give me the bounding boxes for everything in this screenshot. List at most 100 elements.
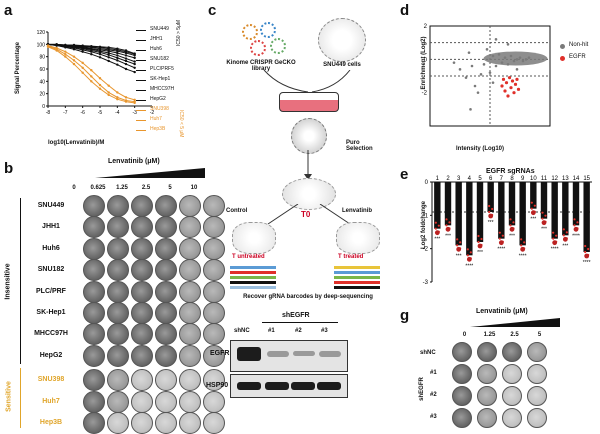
culture-well	[83, 302, 105, 324]
culture-well	[155, 216, 177, 239]
nonhit-point	[494, 38, 498, 41]
egfr-point	[500, 84, 504, 88]
significance-stars: ***	[488, 220, 494, 226]
t-untreated-label: T untreated	[232, 254, 265, 260]
panel-d-chart: -20201234	[422, 24, 551, 127]
culture-well	[179, 323, 201, 346]
mean-point	[456, 246, 462, 252]
dose-label: 5	[537, 332, 542, 338]
egfr-point	[515, 77, 519, 81]
nonhit-point	[503, 56, 507, 59]
data-point	[72, 48, 76, 51]
significance-stars: ***	[530, 217, 536, 223]
replicate-point	[584, 244, 587, 248]
cell-line-label: Huh7	[42, 397, 60, 405]
culture-well	[131, 237, 153, 260]
data-point	[64, 55, 67, 58]
replicate-point	[509, 224, 512, 227]
sgrna-bar	[455, 182, 462, 246]
culture-well	[477, 386, 497, 406]
data-point	[55, 44, 58, 47]
replicate-point	[477, 240, 480, 244]
panel-d-ytick: 0	[424, 57, 428, 63]
nonhit-point	[512, 59, 516, 63]
replicate-point	[555, 234, 558, 237]
culture-well	[502, 342, 522, 362]
mean-point	[498, 240, 504, 246]
legend-label: Hep3B	[150, 126, 166, 132]
egfr-point	[512, 91, 516, 95]
data-point	[81, 48, 84, 52]
lane-2: #2	[295, 328, 302, 334]
panel-a-xtick: -3	[132, 110, 137, 116]
replicate-point	[445, 218, 448, 221]
dose-label: 0	[72, 185, 76, 191]
sgrna-label: 14	[573, 176, 580, 182]
sensitive-bracket	[20, 368, 21, 428]
culture-well	[477, 408, 497, 428]
shegfr-line	[262, 322, 338, 323]
culture-well	[527, 408, 547, 428]
culture-well	[83, 195, 105, 217]
significance-stars: ***	[434, 237, 440, 243]
nonhit-point	[469, 108, 472, 111]
culture-well	[155, 369, 177, 392]
dose-label: 0.625	[90, 185, 106, 191]
dose-label: 5	[168, 185, 172, 191]
nonhit-point	[470, 64, 474, 68]
culture-well	[452, 386, 472, 406]
data-point	[124, 67, 128, 71]
hsp90-label: HSP90	[206, 382, 229, 389]
panel-b-title: Lenvatinib (μM)	[108, 158, 160, 165]
recover-label: Recover gRNA barcodes by deep-sequencing	[243, 294, 373, 300]
dose-label: 1.25	[116, 185, 128, 191]
data-point	[64, 53, 67, 56]
sgrna-bar	[530, 182, 537, 209]
legend-swatch	[136, 90, 146, 91]
culture-well	[155, 237, 177, 260]
culture-well	[155, 412, 177, 434]
data-point	[133, 66, 136, 69]
egfr-point	[507, 76, 512, 80]
culture-well	[131, 323, 153, 346]
sgrna-bar	[572, 182, 580, 226]
data-point	[46, 45, 50, 48]
panel-d-xlabel: Intensity (Log10)	[456, 146, 505, 152]
data-point	[98, 56, 102, 59]
data-point	[133, 60, 136, 63]
panel-a-ylabel: Signal Percentage	[15, 41, 21, 95]
panel-a-xtick: -8	[46, 110, 51, 116]
data-point	[116, 63, 119, 66]
cell-line-label: HepG2	[39, 351, 63, 359]
legend-nonhit-label: Non-hit	[569, 42, 589, 48]
culture-well	[179, 237, 201, 260]
mean-point	[509, 226, 515, 232]
panel-e-ytick: -3	[423, 280, 429, 286]
replicate-point	[488, 210, 491, 214]
data-point	[107, 53, 110, 57]
replicate-point	[434, 227, 437, 230]
replicate-point	[434, 221, 437, 224]
culture-well	[107, 369, 129, 392]
culture-well	[131, 259, 153, 282]
culture-well	[131, 280, 153, 303]
nonhit-point	[491, 54, 495, 58]
mean-point	[488, 213, 494, 219]
culture-well	[131, 390, 153, 413]
sgrna-label: 1	[436, 176, 440, 182]
data-point	[81, 61, 84, 65]
barcodes-untreated	[230, 266, 276, 289]
sgrna-label: 8	[510, 176, 514, 182]
data-point	[116, 56, 119, 60]
panel-a-ytick: 40	[39, 79, 45, 85]
panel-g-shegfr: shEGFR	[419, 377, 425, 401]
data-point	[124, 59, 128, 63]
egfr-label: EGFR	[210, 350, 230, 357]
panel-a-xtick: -4	[115, 110, 120, 116]
culture-well	[179, 195, 201, 217]
legend-swatch	[136, 40, 146, 41]
culture-well	[107, 390, 129, 413]
data-point	[98, 51, 102, 54]
replicate-point	[573, 218, 576, 221]
sgrna-bar	[476, 182, 484, 242]
